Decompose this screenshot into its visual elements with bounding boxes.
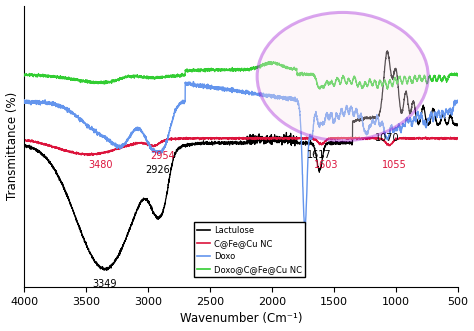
Doxo@C@Fe@Cu NC [217,69,222,72]
X-axis label: Wavenumber (Cm⁻¹): Wavenumber (Cm⁻¹) [180,312,302,325]
Doxo [217,85,223,89]
Text: 3349: 3349 [92,279,117,289]
Lactulose [21,143,27,147]
Lactulose [217,142,223,146]
Doxo [94,131,100,135]
C@Fe@Cu NC [453,136,459,140]
Text: 1070: 1070 [375,133,400,143]
Doxo [182,101,187,105]
C@Fe@Cu NC [117,146,123,150]
Doxo@C@Fe@Cu NC [453,72,459,76]
Lactulose [117,252,123,256]
Doxo [122,141,128,145]
Doxo@C@Fe@Cu NC [122,76,128,80]
Lactulose [182,143,187,147]
Text: 1617: 1617 [307,150,332,160]
Text: 2954: 2954 [151,151,175,161]
Y-axis label: Transmittance (%): Transmittance (%) [6,92,18,201]
Doxo [455,100,461,104]
Doxo@C@Fe@Cu NC [94,80,100,84]
Lactulose [453,122,459,126]
Doxo [453,99,459,103]
Text: 1603: 1603 [314,160,339,170]
Doxo [21,100,27,104]
Line: C@Fe@Cu NC: C@Fe@Cu NC [24,137,458,156]
Line: Lactulose: Lactulose [24,51,458,270]
Lactulose [455,123,461,127]
C@Fe@Cu NC [182,136,187,140]
Doxo@C@Fe@Cu NC [266,60,272,64]
Text: 2926: 2926 [145,165,170,175]
Doxo@C@Fe@Cu NC [385,87,391,91]
C@Fe@Cu NC [21,138,27,142]
Lactulose [104,268,109,272]
Lactulose [384,49,390,53]
C@Fe@Cu NC [217,136,223,140]
Doxo [191,79,196,83]
Doxo@C@Fe@Cu NC [21,73,27,77]
Line: Doxo@C@Fe@Cu NC: Doxo@C@Fe@Cu NC [24,62,458,89]
C@Fe@Cu NC [122,144,128,148]
Text: 1055: 1055 [383,160,407,170]
Doxo [117,144,122,148]
C@Fe@Cu NC [94,152,100,156]
Lactulose [94,260,100,264]
Doxo@C@Fe@Cu NC [117,75,122,79]
Lactulose [122,239,128,243]
Doxo@C@Fe@Cu NC [182,72,187,76]
C@Fe@Cu NC [85,154,91,158]
Ellipse shape [257,13,428,141]
Legend: Lactulose, C@Fe@Cu NC, Doxo, Doxo@C@Fe@Cu NC: Lactulose, C@Fe@Cu NC, Doxo, Doxo@C@Fe@C… [194,222,305,277]
C@Fe@Cu NC [255,135,260,139]
Line: Doxo: Doxo [24,81,458,228]
Doxo [302,226,308,230]
C@Fe@Cu NC [455,136,461,140]
Text: 3480: 3480 [89,160,113,170]
Doxo@C@Fe@Cu NC [455,74,461,78]
